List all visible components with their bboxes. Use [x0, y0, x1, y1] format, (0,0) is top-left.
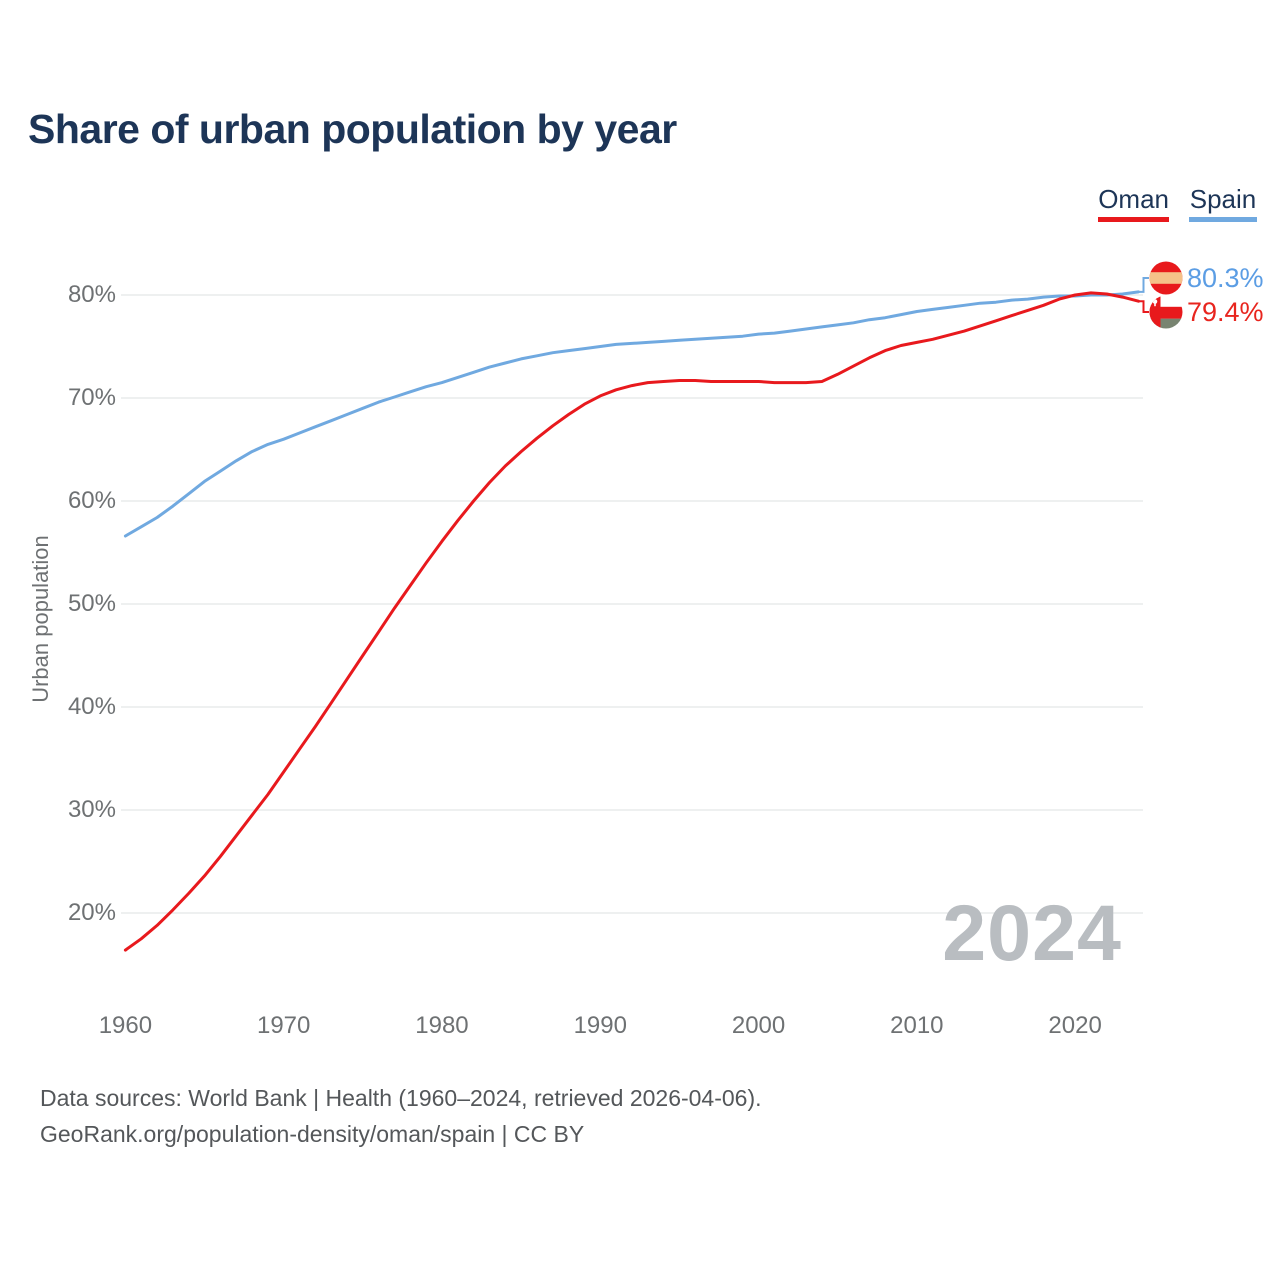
legend-underline-oman	[1098, 217, 1169, 222]
legend-item-oman[interactable]: Oman	[1098, 185, 1169, 222]
oman-end-value-label: 79.4%	[1187, 297, 1264, 327]
legend-item-spain[interactable]: Spain	[1189, 185, 1257, 222]
source-note-line-2: GeoRank.org/population-density/oman/spai…	[40, 1121, 585, 1147]
spain-connector-line	[1138, 277, 1149, 293]
oman-flag-icon	[1149, 295, 1183, 329]
spain-line[interactable]	[123, 290, 1140, 538]
legend-label-oman: Oman	[1098, 184, 1169, 214]
legend-underline-spain	[1189, 217, 1257, 222]
source-note: Data sources: World Bank | Health (1960–…	[40, 1080, 762, 1152]
spain-end-value-label: 80.3%	[1187, 263, 1264, 293]
legend-label-spain: Spain	[1189, 184, 1257, 214]
oman-connector-line	[1138, 300, 1149, 313]
y-axis-title: Urban population	[28, 535, 53, 703]
legend: Oman Spain	[1098, 185, 1257, 222]
gridlines	[121, 294, 1143, 914]
chart-title: Share of urban population by year	[28, 106, 677, 152]
data-series	[123, 290, 1140, 952]
spain-flag-icon	[1149, 261, 1183, 295]
year-watermark: 2024	[942, 888, 1122, 977]
source-note-line-1: Data sources: World Bank | Health (1960–…	[40, 1085, 762, 1111]
oman-line[interactable]	[123, 291, 1140, 952]
